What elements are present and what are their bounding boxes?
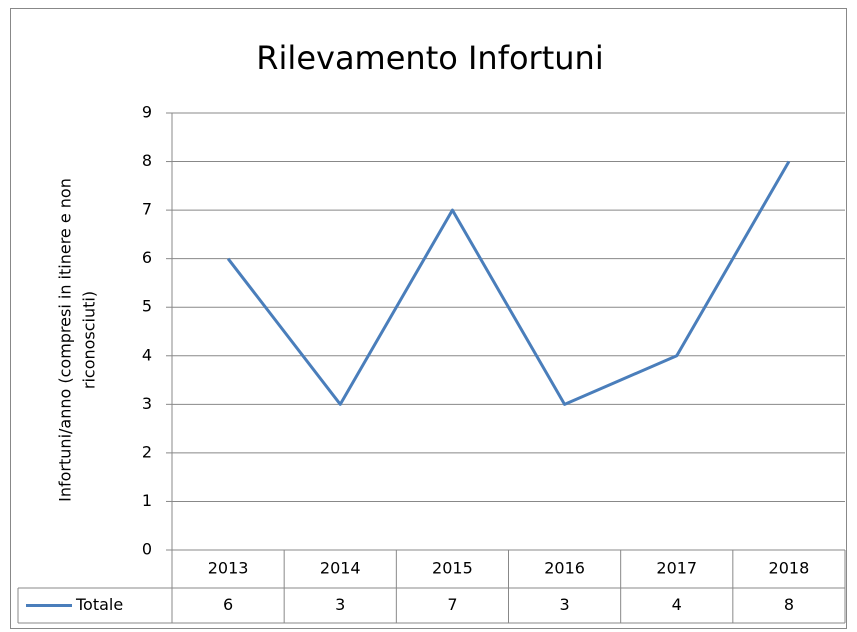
chart-frame [10,8,847,629]
x-tick-label: 2014 [320,559,361,578]
chart-title: Rilevamento Infortuni [256,39,603,77]
table-value: 7 [447,595,457,614]
y-tick-label: 2 [142,442,152,461]
y-tick-label: 7 [142,200,152,219]
y-axis-label: Infortuni/anno (compresi in itinere e no… [56,178,99,502]
x-tick-label: 2013 [208,559,249,578]
x-tick-label: 2015 [432,559,473,578]
y-tick-label: 1 [142,491,152,510]
x-tick-label: 2017 [656,559,697,578]
x-tick-label: 2018 [769,559,810,578]
y-tick-label: 0 [142,540,152,559]
y-tick-label: 8 [142,151,152,170]
table-value: 3 [335,595,345,614]
y-label-line: riconosciuti) [80,291,99,389]
table-value: 6 [223,595,233,614]
table-value: 4 [672,595,682,614]
y-tick-label: 4 [142,345,152,364]
table-value: 3 [559,595,569,614]
x-tick-label: 2016 [544,559,585,578]
y-tick-label: 6 [142,248,152,267]
y-label-line: Infortuni/anno (compresi in itinere e no… [56,178,75,502]
y-tick-label: 9 [142,103,152,122]
table-value: 8 [784,595,794,614]
line-series [226,160,791,406]
y-tick-label: 5 [142,297,152,316]
y-tick-label: 3 [142,394,152,413]
legend-label: Totale [75,595,123,614]
